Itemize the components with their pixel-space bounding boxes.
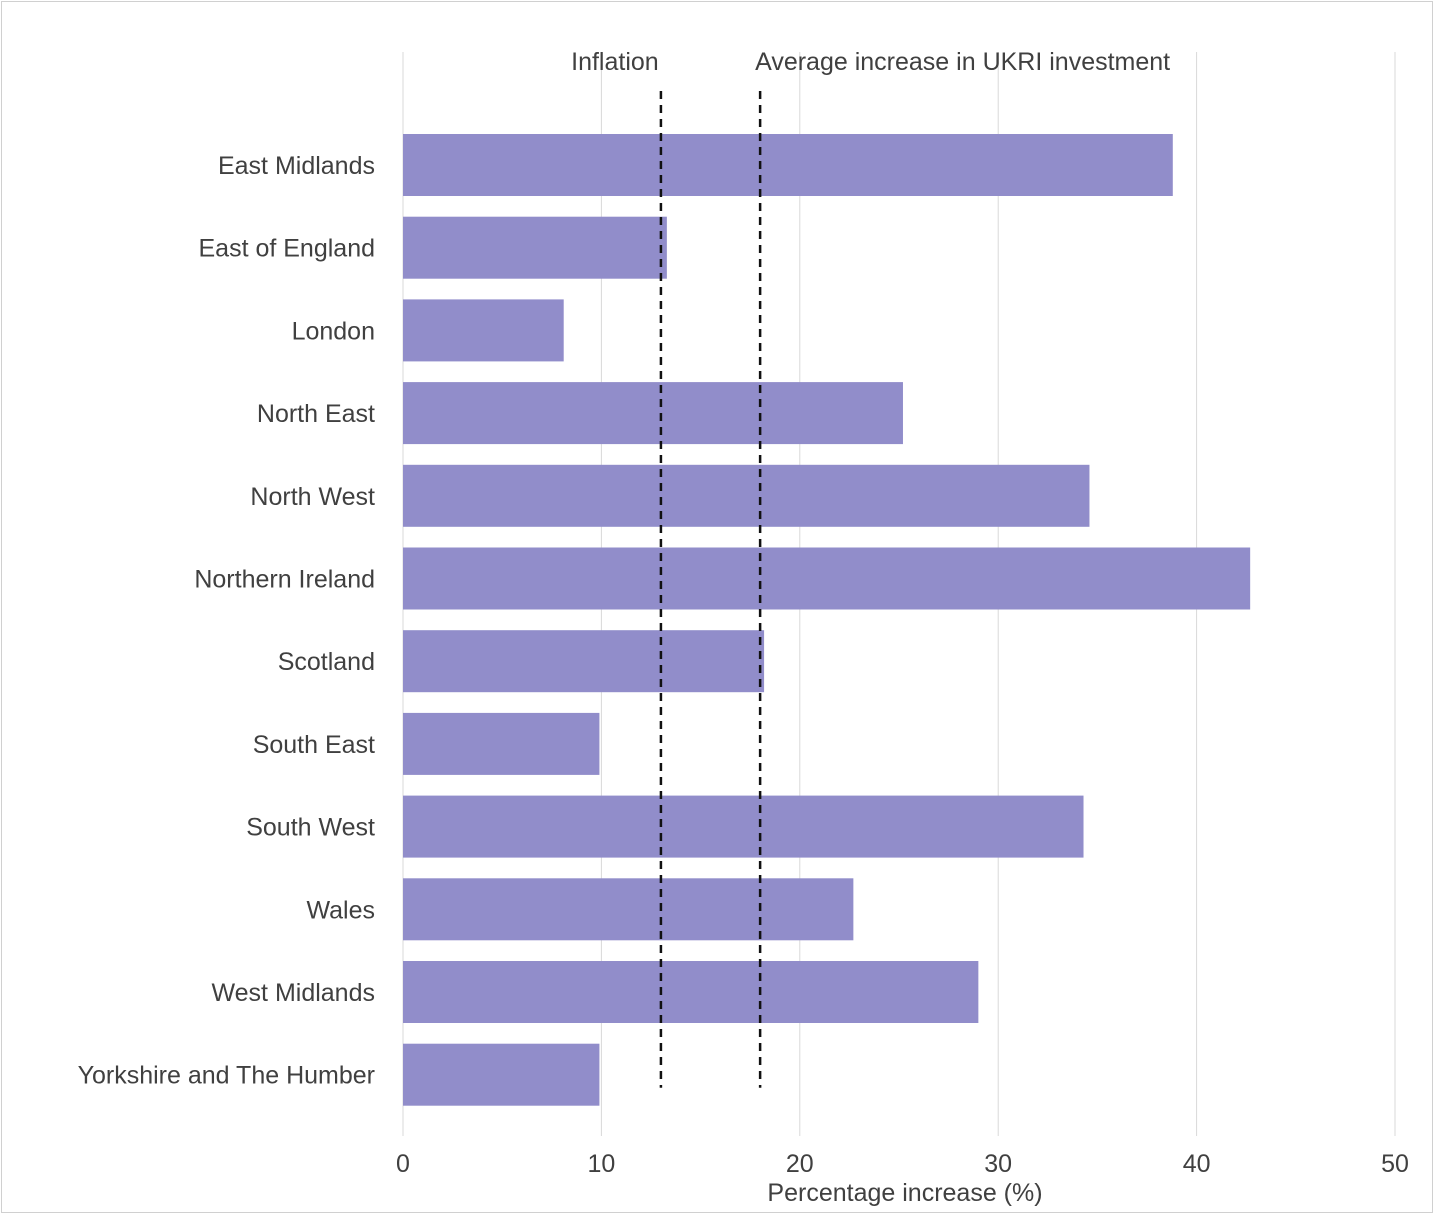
x-tick-label: 30 — [984, 1150, 1012, 1178]
category-label: Scotland — [278, 648, 375, 676]
x-tick-label: 0 — [396, 1150, 410, 1178]
bar-south-west — [403, 795, 1084, 858]
category-label: London — [292, 317, 375, 345]
category-label: South East — [253, 731, 375, 759]
category-label: Yorkshire and The Humber — [78, 1062, 375, 1090]
category-label: East of England — [198, 235, 375, 263]
x-tick-label: 20 — [786, 1150, 814, 1178]
bar-wales — [403, 878, 854, 941]
bar-northern-ireland — [403, 547, 1251, 610]
bar-east-of-england — [403, 216, 667, 279]
category-label: South West — [246, 814, 375, 842]
bar-london — [403, 299, 564, 362]
reference-line-label: Average increase in UKRI investment — [755, 48, 1170, 76]
bar-west-midlands — [403, 961, 979, 1023]
category-label: Northern Ireland — [194, 566, 375, 594]
x-axis-title: Percentage increase (%) — [767, 1179, 1042, 1207]
bar-south-east — [403, 712, 600, 775]
bar-north-east — [403, 382, 903, 445]
bar-scotland — [403, 630, 765, 693]
category-label: North East — [257, 400, 375, 428]
x-tick-label: 40 — [1183, 1150, 1211, 1178]
category-label: North West — [250, 483, 375, 511]
reference-line-label: Inflation — [571, 48, 659, 76]
x-tick-label: 10 — [587, 1150, 615, 1178]
category-label: East Midlands — [218, 152, 375, 180]
bar-yorkshire-and-the-humber — [403, 1043, 600, 1106]
category-labels: East Midlands East of England London North … — [78, 152, 375, 1090]
x-tick-label: 50 — [1381, 1150, 1409, 1178]
reference-lines: Inflation Average increase in UKRI invest… — [571, 48, 1170, 1088]
bar-north-west — [403, 464, 1090, 527]
x-tick-labels: 0 10 20 30 40 50 — [396, 1150, 1409, 1178]
bars — [403, 134, 1251, 1106]
bar-east-midlands — [403, 134, 1173, 196]
category-label: West Midlands — [212, 979, 376, 1007]
category-label: Wales — [306, 896, 375, 924]
